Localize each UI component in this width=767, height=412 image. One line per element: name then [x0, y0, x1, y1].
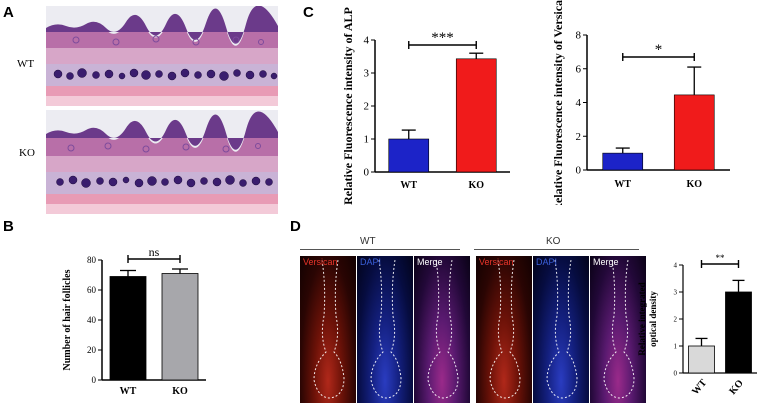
d-xtick-label: WT: [690, 377, 709, 397]
d-ytick-label: 1: [674, 342, 678, 350]
d-bar-ko: [725, 291, 752, 374]
c-right-bar-wt: [602, 152, 644, 171]
microscopy-channel-label: DAPI: [536, 257, 558, 267]
c-left-significance: ***: [431, 30, 454, 46]
microscopy-image-dapi: DAPI: [533, 256, 589, 403]
microscopy-image-dapi: DAPI: [357, 256, 413, 403]
c-left-xtick-label: KO: [468, 180, 484, 191]
panel-d-wt-group-label: WT: [360, 236, 376, 247]
c-right-ytick-label: 8: [576, 30, 582, 42]
c-left-ytick-label: 2: [364, 101, 370, 113]
panel-letter-b: B: [3, 218, 14, 235]
d-bar-wt: [688, 345, 715, 374]
panel-d-wt-group-line: [300, 249, 460, 250]
c-right-bar-ko: [673, 94, 715, 171]
b-ylabel: Number of hair follicles: [62, 269, 73, 370]
b-ytick-label: 40: [87, 315, 97, 325]
c-left-ytick-label: 3: [364, 68, 370, 80]
histology-wt-label: WT: [17, 58, 35, 70]
c-left-bar-ko: [455, 58, 497, 173]
b-ytick-label: 0: [92, 375, 97, 385]
b-bar-ko: [161, 273, 199, 381]
histology-image-ko: [46, 110, 278, 214]
c-left-bar-wt: [388, 138, 430, 173]
c-right-xtick-label: KO: [686, 179, 702, 190]
b-bar-wt: [109, 276, 147, 381]
d-ylabel-line: Relative integrated: [637, 282, 647, 355]
c-right-ytick-label: 0: [576, 165, 582, 177]
c-right-significance: *: [655, 42, 663, 58]
chart-d-optical-density: 0 1 2 3 4 Relative integrated optical density W…: [637, 253, 757, 397]
b-xtick-label: WT: [120, 386, 137, 397]
d-ytick-label: 3: [674, 288, 678, 296]
panel-letter-d: D: [290, 218, 301, 235]
chart-c-versican: 0 2 4 6 8 Relative Fluorescence intensity of …: [551, 0, 730, 205]
d-ytick-label: 0: [674, 369, 678, 377]
c-left-ytick-label: 1: [364, 134, 370, 146]
chart-b-hair-follicles: 0 20 40 60 80 Number of hair follicles WT KO ns: [62, 245, 206, 397]
panel-d-ko-group-label: KO: [546, 236, 561, 247]
microscopy-channel-label: Versican: [303, 257, 338, 267]
panel-d-ko-group-line: [474, 249, 639, 250]
panel-letter-c: C: [303, 4, 314, 21]
chart-c-alp: 0 1 2 3 4 Relative Fluorescence intensity of …: [341, 7, 510, 205]
b-significance: ns: [149, 245, 160, 259]
microscopy-channel-label: Merge: [593, 257, 619, 267]
c-right-ytick-label: 2: [576, 131, 582, 143]
d-ytick-label: 4: [674, 261, 678, 269]
microscopy-channel-label: DAPI: [360, 257, 382, 267]
c-right-ylabel: Relative Fluorescence intensity of Versi…: [551, 0, 565, 205]
microscopy-channel-label: Versican: [479, 257, 514, 267]
b-ytick-label: 80: [87, 255, 97, 265]
microscopy-image-merge: Merge: [590, 256, 646, 403]
c-left-ytick-label: 0: [364, 167, 370, 179]
c-right-xtick-label: WT: [614, 179, 631, 190]
b-ytick-label: 20: [87, 345, 97, 355]
panel-letter-a: A: [3, 4, 14, 21]
microscopy-image-merge: Merge: [414, 256, 470, 403]
c-right-ytick-label: 4: [576, 97, 582, 109]
d-ytick-label: 2: [674, 315, 678, 323]
c-left-ytick-label: 4: [364, 35, 370, 47]
d-ylabel-line: optical density: [648, 291, 658, 347]
d-significance: **: [716, 253, 726, 263]
microscopy-image-versican: Versican: [300, 256, 356, 403]
microscopy-channel-label: Merge: [417, 257, 443, 267]
microscopy-image-versican: Versican: [476, 256, 532, 403]
c-left-ylabel: Relative Fluorescence intensity of ALP: [341, 7, 355, 205]
d-xtick-label: KO: [727, 378, 746, 397]
c-right-ytick-label: 6: [576, 63, 582, 75]
c-left-xtick-label: WT: [400, 180, 417, 191]
b-ytick-label: 60: [87, 285, 97, 295]
b-xtick-label: KO: [172, 386, 188, 397]
histology-image-wt: [46, 6, 278, 106]
histology-ko-label: KO: [19, 147, 35, 159]
